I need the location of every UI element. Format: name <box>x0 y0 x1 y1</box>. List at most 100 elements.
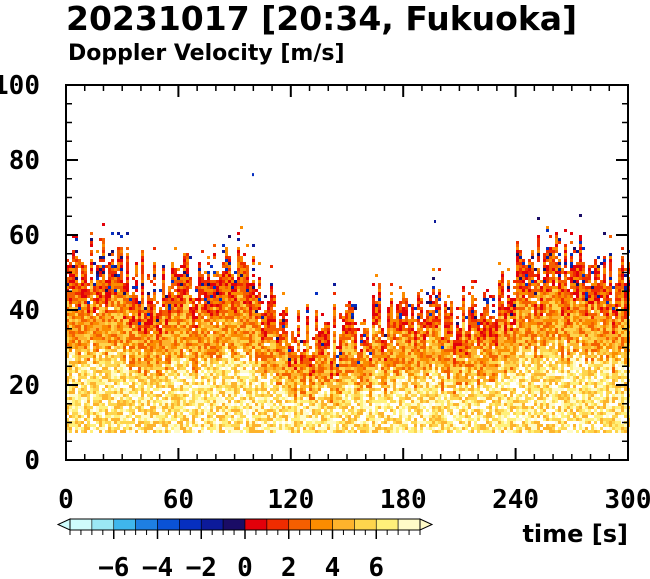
heatmap-cell <box>189 379 192 382</box>
heatmap-cell <box>243 364 246 367</box>
heatmap-cell <box>270 424 273 427</box>
heatmap-cell <box>90 259 93 262</box>
heatmap-cell <box>144 376 147 379</box>
heatmap-cell <box>171 415 174 418</box>
heatmap-cell <box>174 415 177 418</box>
heatmap-cell <box>303 343 306 346</box>
heatmap-cell <box>105 316 108 319</box>
heatmap-cell <box>72 256 75 259</box>
heatmap-cell <box>333 415 336 418</box>
heatmap-cell <box>216 391 219 394</box>
heatmap-cell <box>111 400 114 403</box>
heatmap-cell <box>141 427 144 430</box>
heatmap-cell <box>87 334 90 337</box>
heatmap-cell <box>255 403 258 406</box>
heatmap-cell <box>243 397 246 400</box>
heatmap-cell <box>303 364 306 367</box>
heatmap-cell <box>147 292 150 295</box>
heatmap-cell <box>201 388 204 391</box>
heatmap-cell <box>150 421 153 424</box>
heatmap-cell <box>210 403 213 406</box>
heatmap-cell <box>135 364 138 367</box>
heatmap-cell <box>141 421 144 424</box>
heatmap-cell <box>105 355 108 358</box>
heatmap-cell <box>264 358 267 361</box>
heatmap-cell <box>369 403 372 406</box>
heatmap-cell <box>72 301 75 304</box>
heatmap-cell <box>117 289 120 292</box>
heatmap-cell <box>78 403 81 406</box>
heatmap-cell <box>207 370 210 373</box>
heatmap-cell <box>309 358 312 361</box>
heatmap-cell <box>171 286 174 289</box>
heatmap-cell <box>324 346 327 349</box>
heatmap-cell <box>75 391 78 394</box>
heatmap-cell <box>171 283 174 286</box>
heatmap-cell <box>369 373 372 376</box>
heatmap-cell <box>75 424 78 427</box>
heatmap-cell <box>348 385 351 388</box>
heatmap-cell <box>252 427 255 430</box>
heatmap-cell <box>279 382 282 385</box>
heatmap-cell <box>333 337 336 340</box>
heatmap-cell <box>84 421 87 424</box>
heatmap-cell <box>159 367 162 370</box>
heatmap-cell <box>303 388 306 391</box>
heatmap-cell <box>246 403 249 406</box>
heatmap-cell <box>213 313 216 316</box>
heatmap-cell <box>306 328 309 331</box>
heatmap-cell <box>366 355 369 358</box>
heatmap-cell <box>267 376 270 379</box>
heatmap-cell <box>231 310 234 313</box>
heatmap-cell <box>231 277 234 280</box>
heatmap-cell <box>315 406 318 409</box>
heatmap-cell <box>213 367 216 370</box>
heatmap-cell <box>204 304 207 307</box>
heatmap-cell <box>141 283 144 286</box>
heatmap-cell <box>129 391 132 394</box>
heatmap-cell <box>72 403 75 406</box>
heatmap-cell <box>249 355 252 358</box>
heatmap-cell <box>333 340 336 343</box>
heatmap-cell <box>273 412 276 415</box>
heatmap-cell <box>204 289 207 292</box>
heatmap-cell <box>258 358 261 361</box>
heatmap-cell <box>99 400 102 403</box>
heatmap-cell <box>81 406 84 409</box>
heatmap-cell <box>306 406 309 409</box>
heatmap-cell <box>261 349 264 352</box>
heatmap-cell <box>162 268 165 271</box>
heatmap-cell <box>306 403 309 406</box>
heatmap-cell <box>135 274 138 277</box>
heatmap-cell <box>333 394 336 397</box>
heatmap-cell <box>240 367 243 370</box>
heatmap-cell <box>279 430 282 433</box>
heatmap-cell <box>273 364 276 367</box>
heatmap-cell <box>195 304 198 307</box>
heatmap-cell <box>171 379 174 382</box>
heatmap-cell <box>246 274 249 277</box>
heatmap-cell <box>300 361 303 364</box>
heatmap-cell <box>138 388 141 391</box>
heatmap-cell <box>252 307 255 310</box>
heatmap-cell <box>309 409 312 412</box>
heatmap-cell <box>249 334 252 337</box>
heatmap-cell <box>225 361 228 364</box>
heatmap-cell <box>144 424 147 427</box>
heatmap-cell <box>156 319 159 322</box>
heatmap-cell <box>258 277 261 280</box>
heatmap-cell <box>255 316 258 319</box>
heatmap-cell <box>120 235 123 238</box>
heatmap-cell <box>147 427 150 430</box>
heatmap-cell <box>183 310 186 313</box>
heatmap-cell <box>258 283 261 286</box>
heatmap-cell <box>168 406 171 409</box>
heatmap-cell <box>255 406 258 409</box>
heatmap-cell <box>123 409 126 412</box>
heatmap-cell <box>321 349 324 352</box>
heatmap-cell <box>333 322 336 325</box>
heatmap-cell <box>243 310 246 313</box>
heatmap-cell <box>69 391 72 394</box>
heatmap-cell <box>66 292 69 295</box>
heatmap-cell <box>129 388 132 391</box>
